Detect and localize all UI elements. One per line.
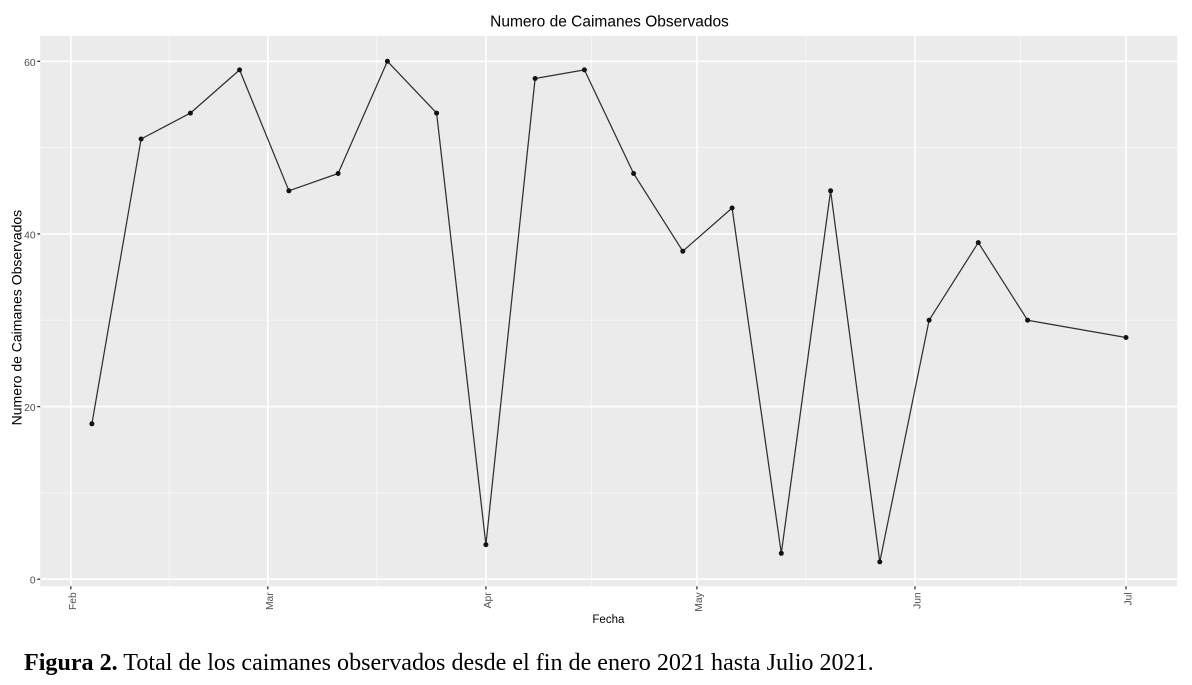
svg-text:Feb: Feb	[68, 592, 79, 610]
svg-text:May: May	[694, 591, 705, 611]
svg-text:Numero de Caimanes Observados: Numero de Caimanes Observados	[9, 210, 25, 426]
svg-text:Jun: Jun	[912, 592, 923, 609]
svg-text:20: 20	[24, 403, 36, 414]
svg-text:Apr: Apr	[483, 592, 494, 609]
svg-text:Jul: Jul	[1123, 592, 1134, 605]
svg-text:40: 40	[24, 230, 36, 241]
svg-text:0: 0	[30, 576, 36, 587]
svg-text:Numero de Caimanes Observados: Numero de Caimanes Observados	[490, 14, 729, 31]
svg-text:Fecha: Fecha	[592, 614, 625, 626]
svg-text:Mar: Mar	[265, 592, 276, 610]
svg-text:60: 60	[24, 58, 36, 69]
